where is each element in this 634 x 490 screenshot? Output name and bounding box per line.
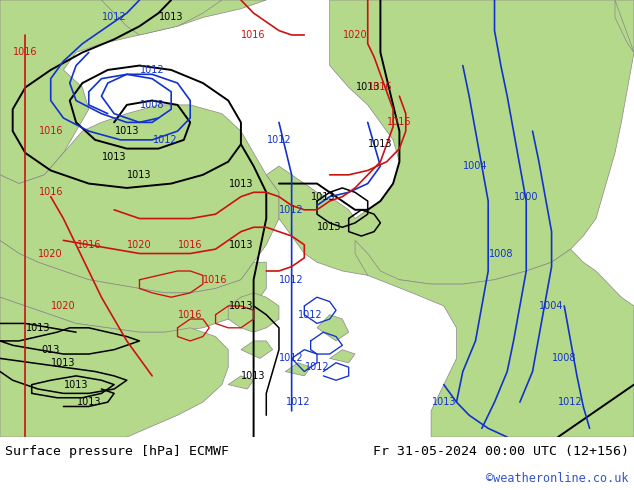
Text: 1004: 1004 (540, 301, 564, 311)
Text: 1020: 1020 (51, 301, 75, 311)
Polygon shape (266, 0, 634, 284)
Text: 1013: 1013 (127, 170, 152, 180)
Text: 1020: 1020 (39, 248, 63, 259)
Polygon shape (0, 0, 266, 184)
Text: 1008: 1008 (552, 353, 576, 364)
Text: 1016: 1016 (204, 275, 228, 285)
Text: 1016: 1016 (178, 240, 202, 250)
Text: 1020: 1020 (343, 30, 367, 40)
Text: 1013: 1013 (229, 301, 253, 311)
Text: 1013: 1013 (51, 358, 75, 368)
Text: 1016: 1016 (368, 82, 392, 93)
Text: Fr 31-05-2024 00:00 UTC (12+156): Fr 31-05-2024 00:00 UTC (12+156) (373, 445, 629, 459)
Text: 1013: 1013 (159, 12, 183, 23)
Text: 1012: 1012 (280, 275, 304, 285)
Text: 1012: 1012 (153, 135, 177, 145)
Text: 1013: 1013 (318, 222, 342, 232)
Text: 1013: 1013 (229, 240, 253, 250)
Polygon shape (330, 350, 355, 363)
Text: 1013: 1013 (115, 126, 139, 136)
Polygon shape (0, 105, 279, 293)
Text: 1016: 1016 (387, 118, 411, 127)
Text: 1016: 1016 (39, 126, 63, 136)
Text: 1016: 1016 (13, 48, 37, 57)
Text: 1012: 1012 (102, 12, 126, 23)
Polygon shape (615, 0, 634, 52)
Text: 1008: 1008 (140, 100, 164, 110)
Text: 1013: 1013 (242, 371, 266, 381)
Text: 1020: 1020 (127, 240, 152, 250)
Polygon shape (0, 241, 266, 437)
Polygon shape (101, 0, 222, 35)
Text: 1012: 1012 (559, 397, 583, 407)
Text: 1013: 1013 (356, 82, 380, 93)
Text: 1012: 1012 (299, 310, 323, 319)
Text: 1016: 1016 (178, 310, 202, 319)
Text: 1013: 1013 (26, 323, 50, 333)
Polygon shape (241, 341, 273, 358)
Polygon shape (285, 363, 311, 376)
Text: 1012: 1012 (280, 205, 304, 215)
Polygon shape (0, 297, 228, 437)
Polygon shape (228, 293, 279, 332)
Text: 1013: 1013 (432, 397, 456, 407)
Text: 1013: 1013 (229, 178, 253, 189)
Text: 1016: 1016 (39, 187, 63, 197)
Text: 1013: 1013 (64, 380, 88, 390)
Polygon shape (228, 376, 254, 389)
Text: 1008: 1008 (489, 248, 513, 259)
Text: 1013: 1013 (368, 139, 392, 149)
Text: 1000: 1000 (514, 192, 538, 202)
Text: 1012: 1012 (286, 397, 310, 407)
Text: 1012: 1012 (267, 135, 291, 145)
Text: 013: 013 (42, 344, 60, 355)
Polygon shape (317, 315, 349, 341)
Text: 1013: 1013 (102, 152, 126, 162)
Text: 1012: 1012 (280, 353, 304, 364)
Polygon shape (355, 241, 634, 437)
Text: 1013: 1013 (311, 192, 335, 202)
Text: ©weatheronline.co.uk: ©weatheronline.co.uk (486, 472, 629, 485)
Text: 1012: 1012 (305, 362, 329, 372)
Text: 1004: 1004 (463, 161, 488, 171)
Text: Surface pressure [hPa] ECMWF: Surface pressure [hPa] ECMWF (5, 445, 229, 459)
Text: 1013: 1013 (77, 397, 101, 407)
Text: 1016: 1016 (242, 30, 266, 40)
Text: 1012: 1012 (140, 65, 164, 75)
Text: 1016: 1016 (77, 240, 101, 250)
